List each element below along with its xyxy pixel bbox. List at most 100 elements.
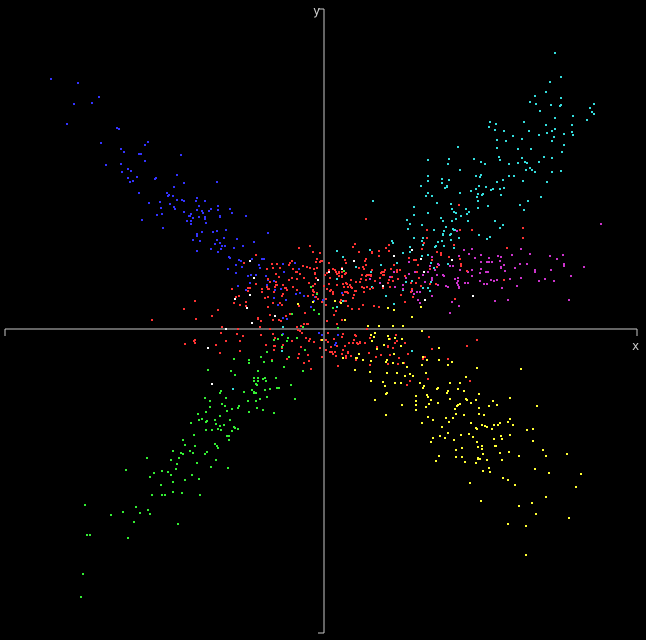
data-point	[217, 251, 219, 253]
axes: x y	[4, 4, 639, 634]
data-point	[315, 296, 317, 298]
data-point	[536, 405, 538, 407]
data-point	[321, 339, 323, 341]
data-point	[535, 513, 537, 515]
data-point	[424, 356, 426, 358]
data-point	[517, 148, 519, 150]
data-point	[207, 347, 209, 349]
data-point	[269, 281, 271, 283]
data-point	[480, 174, 482, 176]
data-point	[421, 240, 423, 242]
data-point	[323, 285, 325, 287]
data-point	[502, 477, 504, 479]
data-point	[479, 280, 481, 282]
data-point	[100, 142, 102, 144]
data-point	[364, 342, 366, 344]
data-point	[440, 252, 442, 254]
data-point	[229, 208, 231, 210]
data-point	[451, 259, 453, 261]
data-point	[475, 175, 477, 177]
data-point	[149, 513, 151, 515]
data-point	[259, 267, 261, 269]
data-point	[382, 287, 384, 289]
data-point	[277, 338, 279, 340]
data-point	[521, 138, 523, 140]
data-point	[294, 262, 296, 264]
data-point	[385, 247, 387, 249]
data-point	[393, 309, 395, 311]
data-point	[282, 263, 284, 265]
data-point	[331, 351, 333, 353]
data-point	[507, 421, 509, 423]
data-point	[269, 328, 271, 330]
data-point	[372, 287, 374, 289]
data-point	[196, 250, 198, 252]
data-point	[196, 462, 198, 464]
data-point	[376, 348, 378, 350]
data-point	[568, 517, 570, 519]
data-point	[247, 275, 249, 277]
data-point	[198, 216, 200, 218]
data-point	[127, 177, 129, 179]
data-point	[312, 294, 314, 296]
data-point	[376, 346, 378, 348]
data-point	[225, 340, 227, 342]
data-point	[176, 463, 178, 465]
x-axis-label: x	[632, 339, 639, 353]
data-point	[123, 151, 125, 153]
data-point	[427, 254, 429, 256]
data-point	[472, 295, 474, 297]
data-point	[160, 484, 162, 486]
data-point	[404, 275, 406, 277]
data-point	[282, 317, 284, 319]
data-point	[502, 224, 504, 226]
data-point	[453, 244, 455, 246]
data-point	[295, 293, 297, 295]
data-point	[478, 185, 480, 187]
data-point	[421, 224, 423, 226]
data-point	[497, 255, 499, 257]
data-point	[192, 217, 194, 219]
data-point	[409, 223, 411, 225]
data-point	[470, 190, 472, 192]
data-point	[228, 439, 230, 441]
data-point	[266, 351, 268, 353]
data-point	[267, 278, 269, 280]
data-point	[223, 237, 225, 239]
data-point	[379, 282, 381, 284]
data-point	[342, 357, 344, 359]
data-point	[272, 302, 274, 304]
data-point	[197, 413, 199, 415]
data-point	[475, 188, 477, 190]
data-point	[429, 283, 431, 285]
data-point	[371, 252, 373, 254]
data-point	[445, 285, 447, 287]
data-point	[220, 332, 222, 334]
data-point	[459, 229, 461, 231]
data-point	[255, 283, 257, 285]
data-point	[271, 360, 273, 362]
data-point	[518, 505, 520, 507]
data-point	[300, 346, 302, 348]
data-point	[153, 472, 155, 474]
data-point	[230, 370, 232, 372]
data-point	[469, 482, 471, 484]
data-point	[391, 240, 393, 242]
data-point	[534, 468, 536, 470]
data-point	[66, 123, 68, 125]
data-point	[257, 380, 259, 382]
data-point	[281, 334, 283, 336]
data-point	[147, 509, 149, 511]
data-point	[278, 387, 280, 389]
data-point	[470, 422, 472, 424]
data-point	[205, 222, 207, 224]
data-point	[342, 349, 344, 351]
data-point	[509, 418, 511, 420]
data-point	[538, 161, 540, 163]
data-point	[383, 344, 385, 346]
data-point	[196, 235, 198, 237]
data-point	[202, 212, 204, 214]
data-point	[358, 308, 360, 310]
data-point	[344, 319, 346, 321]
data-point	[220, 390, 222, 392]
